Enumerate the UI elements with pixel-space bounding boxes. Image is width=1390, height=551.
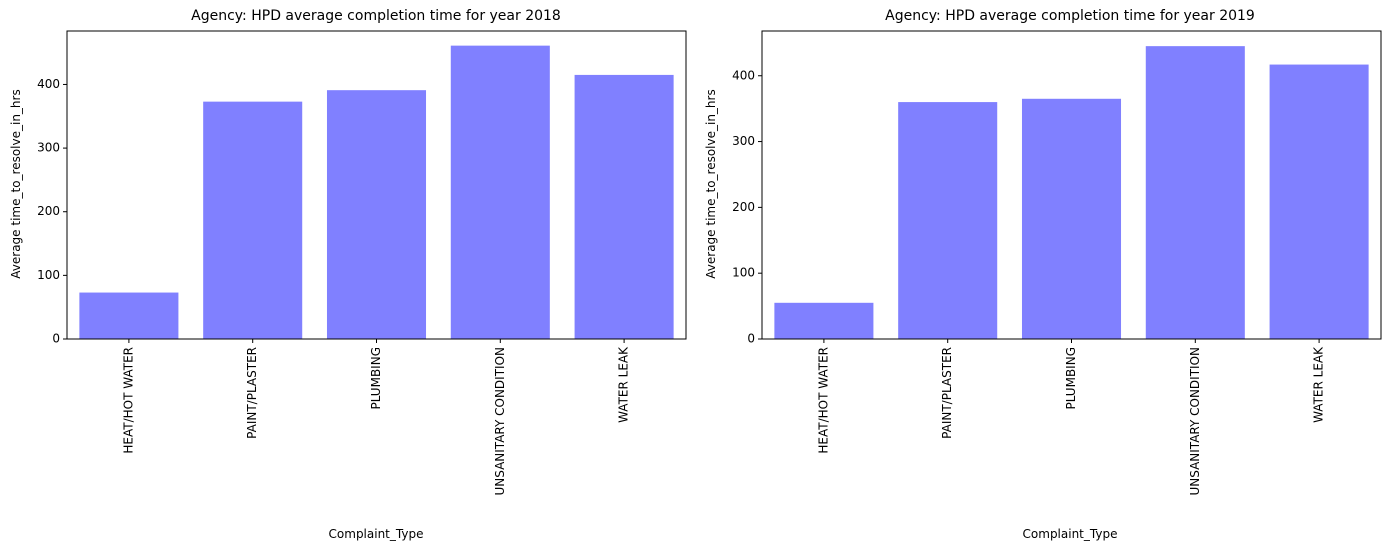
- y-tick-label-100: 100: [732, 266, 755, 280]
- y-tick-label-400: 400: [732, 68, 755, 82]
- chart-title: Agency: HPD average completion time for …: [885, 8, 1255, 24]
- y-ticks: 0 100 200 300 400: [37, 77, 67, 346]
- bar-unsanitary-condition: [1145, 46, 1245, 339]
- y-tick-label-400: 400: [37, 77, 60, 91]
- x-tick-label-plumbing: PLUMBING: [369, 347, 383, 410]
- x-ticks: HEAT/HOT WATER PAINT/PLASTER PLUMBING UNSAN…: [121, 339, 631, 496]
- y-tick-label-300: 300: [732, 134, 755, 148]
- chart-2018: Agency: HPD average completion time for …: [9, 8, 687, 541]
- bar-paint-plaster: [203, 101, 303, 339]
- chart-title: Agency: HPD average completion time for …: [191, 8, 561, 24]
- bar-paint-plaster: [898, 102, 998, 339]
- y-tick-label-0: 0: [747, 332, 755, 346]
- bar-heat-hot-water: [774, 302, 874, 339]
- x-tick-label-unsanitary-condition: UNSANITARY CONDITION: [1188, 347, 1202, 496]
- x-tick-label-plumbing: PLUMBING: [1064, 347, 1078, 410]
- y-tick-label-300: 300: [37, 141, 60, 155]
- y-tick-label-200: 200: [37, 204, 60, 218]
- y-tick-label-100: 100: [37, 268, 60, 282]
- y-axis-label: Average time_to_resolve_in_hrs: [9, 89, 23, 278]
- bar-water-leak: [574, 74, 674, 339]
- x-ticks: HEAT/HOT WATER PAINT/PLASTER PLUMBING UNSAN…: [816, 339, 1326, 496]
- y-ticks: 0 100 200 300 400: [732, 68, 762, 346]
- bars: [774, 46, 1369, 339]
- y-axis-label: Average time_to_resolve_in_hrs: [704, 89, 718, 278]
- x-tick-label-paint-plaster: PAINT/PLASTER: [245, 347, 259, 439]
- bars: [79, 45, 674, 340]
- bar-heat-hot-water: [79, 292, 179, 339]
- x-tick-label-unsanitary-condition: UNSANITARY CONDITION: [493, 347, 507, 496]
- x-tick-label-water-leak: WATER LEAK: [1312, 346, 1326, 423]
- x-axis-label: Complaint_Type: [1023, 527, 1118, 541]
- bar-unsanitary-condition: [450, 45, 550, 339]
- x-tick-label-water-leak: WATER LEAK: [617, 346, 631, 423]
- x-tick-label-heat-hot-water: HEAT/HOT WATER: [121, 347, 135, 454]
- plot-frame: [66, 30, 687, 340]
- plot-frame: [761, 30, 1382, 340]
- x-tick-label-paint-plaster: PAINT/PLASTER: [940, 347, 954, 439]
- y-tick-label-0: 0: [52, 332, 60, 346]
- bar-water-leak: [1269, 64, 1369, 339]
- bar-plumbing: [326, 90, 427, 340]
- x-tick-label-heat-hot-water: HEAT/HOT WATER: [816, 347, 830, 454]
- x-axis-label: Complaint_Type: [329, 527, 424, 541]
- chart-2019: Agency: HPD average completion time for …: [704, 8, 1382, 541]
- bar-plumbing: [1021, 98, 1122, 339]
- y-tick-label-200: 200: [732, 200, 755, 214]
